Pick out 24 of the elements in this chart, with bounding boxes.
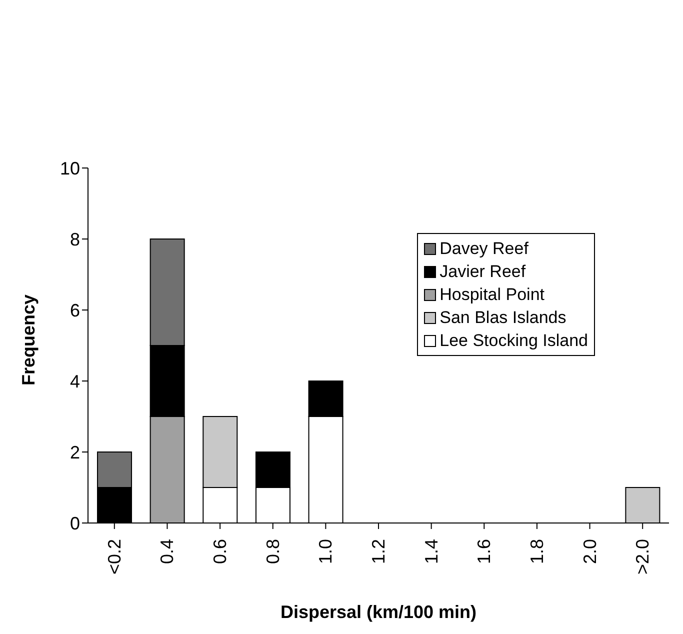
x-tick-label: >2.0 [632, 539, 653, 575]
y-tick-label: 4 [70, 371, 80, 392]
x-tick-label: 1.4 [421, 539, 442, 564]
y-tick-label: 0 [70, 513, 80, 534]
x-tick-label: 0.4 [157, 539, 178, 564]
legend-label: Javier Reef [440, 261, 526, 283]
x-tick-label: 0.6 [210, 539, 230, 564]
x-tick-label: 0.8 [262, 539, 283, 564]
y-tick-label: 6 [70, 300, 80, 320]
legend-label: Hospital Point [440, 284, 544, 306]
y-tick-label: 8 [70, 229, 80, 250]
x-tick-label: 2.0 [580, 539, 600, 564]
legend-label: Davey Reef [440, 238, 528, 260]
y-axis-title: Frequency [18, 294, 38, 386]
legend-label: Lee Stocking Island [440, 330, 588, 352]
legend-label: San Blas Islands [440, 307, 566, 329]
x-tick-label: <0.2 [104, 539, 124, 575]
x-tick-label: 1.2 [368, 539, 388, 564]
x-tick-label: 1.0 [316, 539, 336, 564]
x-tick-label: 1.6 [474, 539, 494, 564]
y-tick-label: 2 [70, 442, 80, 462]
x-axis-title: Dispersal (km/100 min) [280, 602, 477, 622]
y-tick-label: 10 [60, 158, 80, 178]
x-tick-label: 1.8 [526, 539, 547, 564]
